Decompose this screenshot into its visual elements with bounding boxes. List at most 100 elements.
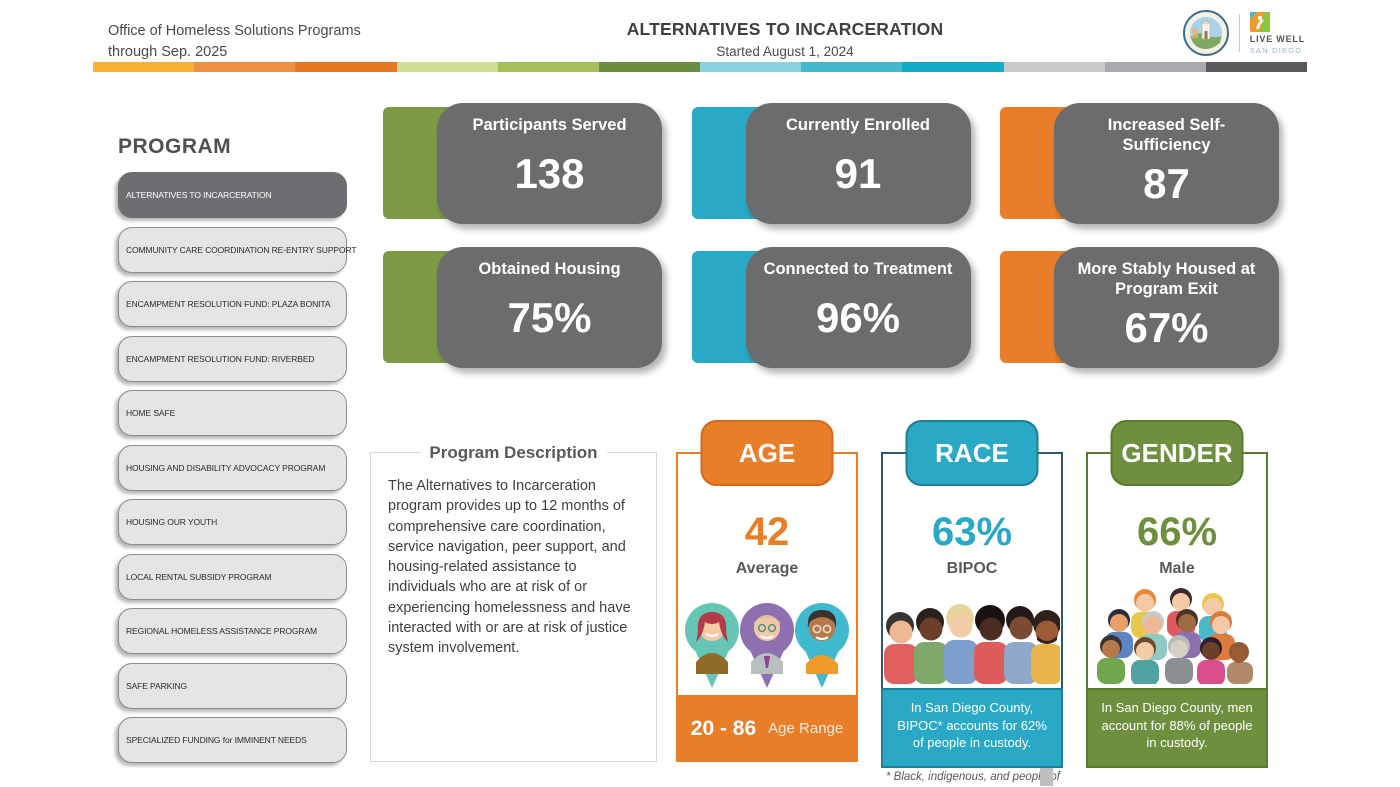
sidebar-item-housing-our-youth[interactable]: HOUSING OUR YOUTH	[118, 499, 347, 545]
age-illustration	[685, 603, 849, 688]
logo-divider	[1238, 14, 1240, 52]
sidebar-item-home-safe[interactable]: HOME SAFE	[118, 390, 347, 436]
stripe-segment	[700, 62, 802, 72]
stat-label: Connected to Treatment	[763, 260, 953, 278]
stripe-segment	[902, 62, 1004, 72]
gender-footer-text: In San Diego County, men account for 88%…	[1101, 700, 1253, 751]
program-heading: PROGRAM	[118, 135, 232, 158]
sidebar-item-label: SAFE PARKING	[126, 680, 187, 691]
stat-label: Obtained Housing	[478, 260, 621, 278]
age-range-label: Age Range	[768, 720, 844, 737]
report-scope-line1: Office of Homeless Solutions Programs	[108, 23, 361, 39]
stripe-segment	[497, 62, 599, 72]
stat-card-body: Obtained Housing 75%	[437, 247, 662, 368]
stat-label: Participants Served	[472, 116, 627, 134]
race-panel: RACE 63% BIPOC In San Diego County, BIPO…	[881, 420, 1063, 768]
race-footer: In San Diego County, BIPOC* accounts for…	[881, 688, 1063, 768]
bipoc-footnote: * Black, indigenous, and people of	[886, 771, 1060, 783]
sidebar-item-label: SPECIALIZED FUNDING for IMMINENT NEEDS	[126, 735, 307, 745]
stat-value: 96%	[815, 293, 901, 341]
sidebar-item-label: HOUSING AND DISABILITY ADVOCACY PROGRAM	[126, 462, 326, 473]
stats-grid: Participants Served 138 Currently Enrolled…	[383, 103, 1283, 373]
race-bipoc-value: 63%	[931, 510, 1013, 554]
sidebar-item-encampment-resolution-fund-riverbed[interactable]: ENCAMPMENT RESOLUTION FUND: RIVERBED	[118, 335, 347, 382]
page-title: ALTERNATIVES TO INCARCERATION	[626, 19, 944, 39]
age-average-value: 42	[744, 510, 790, 554]
sidebar-item-alternatives-to-incarceration[interactable]: ALTERNATIVES TO INCARCERATION	[118, 172, 347, 218]
live-well-subtext: SAN DIEGO	[1249, 45, 1303, 55]
stat-card: Connected to Treatment 96%	[691, 247, 971, 368]
race-content: 63% BIPOC	[883, 454, 1063, 689]
sidebar-item-label: ENCAMPMENT RESOLUTION FUND: RIVERBED	[126, 353, 315, 364]
race-bipoc-label: BIPOC	[946, 560, 998, 577]
report-scope-line2: through Sep. 2025	[108, 44, 228, 61]
gender-male-value: 66%	[1136, 510, 1218, 554]
sidebar-item-label: ENCAMPMENT RESOLUTION FUND: PLAZA BONITA	[126, 299, 331, 309]
sidebar-item-label: HOUSING OUR YOUTH	[126, 517, 218, 527]
page-subtitle: Started August 1, 2024	[716, 44, 854, 59]
gender-male-label: Male	[1159, 560, 1195, 577]
sidebar-item-local-rental-subsidy-program[interactable]: LOCAL RENTAL SUBSIDY PROGRAM	[118, 553, 347, 600]
stripe-segment	[1205, 62, 1308, 72]
stat-value: 67%	[1124, 303, 1209, 351]
gender-content: 66% Male	[1088, 454, 1266, 689]
logo-block: LIVE WELL SAN DIEGO	[1182, 10, 1305, 56]
sidebar-item-regional-homeless-assistance-program[interactable]: REGIONAL HOMELESS ASSISTANCE PROGRAM	[118, 608, 347, 654]
sidebar-item-encampment-resolution-fund-plaza-bonita[interactable]: ENCAMPMENT RESOLUTION FUND: PLAZA BONITA	[118, 281, 347, 327]
program-description-text: The Alternatives to Incarceration progra…	[388, 478, 631, 657]
age-range-value: 20 - 86	[690, 716, 757, 740]
age-range-footer: 20 - 86 Age Range	[676, 695, 858, 762]
gender-panel: GENDER 66% Male In San Diego County, men…	[1086, 420, 1268, 768]
stripe-segment	[1003, 62, 1105, 72]
age-average-label: Average	[735, 560, 799, 577]
stat-value: 91	[834, 149, 882, 197]
stat-card-body: Currently Enrolled 91	[745, 103, 971, 224]
stripe-segment	[194, 62, 296, 72]
program-list: ALTERNATIVES TO INCARCERATION COMMUNITY C…	[118, 172, 357, 763]
stat-value: 75%	[507, 293, 592, 341]
age-content: 42 Average	[678, 454, 856, 699]
race-illustration	[884, 604, 1063, 684]
stripe-segment	[1104, 62, 1206, 72]
stat-value: 87	[1143, 159, 1190, 207]
sidebar-item-label: LOCAL RENTAL SUBSIDY PROGRAM	[126, 571, 272, 582]
age-panel-header: AGE	[700, 420, 834, 486]
sidebar-item-specialized-funding-for-imminent-needs[interactable]: SPECIALIZED FUNDING for IMMINENT NEEDS	[118, 717, 347, 763]
stat-card: More Stably Housed at Program Exit 67%	[1000, 247, 1279, 368]
live-well-icon	[1249, 11, 1270, 32]
stat-label: More Stably Housed at Program Exit	[1077, 260, 1256, 298]
county-of-san-diego-seal-icon	[1182, 10, 1229, 56]
footnote-scrollbar[interactable]	[1040, 768, 1053, 786]
stripe-segment	[801, 62, 903, 72]
page-title-block: ALTERNATIVES TO INCARCERATION Started Au…	[580, 19, 990, 59]
sidebar-item-label: HOME SAFE	[126, 408, 176, 418]
stat-value: 138	[514, 149, 585, 197]
program-sidebar: PROGRAM ALTERNATIVES TO INCARCERATION COM…	[118, 135, 357, 772]
sidebar-item-safe-parking[interactable]: SAFE PARKING	[118, 662, 347, 709]
color-stripe	[93, 62, 1308, 72]
stat-card: Currently Enrolled 91	[691, 103, 971, 224]
live-well-logo: LIVE WELL SAN DIEGO	[1249, 11, 1305, 55]
stat-card-body: Participants Served 138	[437, 103, 662, 224]
program-description-title: Program Description	[420, 443, 607, 463]
report-scope: Office of Homeless Solutions Programs th…	[108, 21, 361, 63]
stat-label: Currently Enrolled	[786, 116, 930, 134]
stat-card-body: Increased Self-Sufficiency 87	[1054, 103, 1279, 224]
sidebar-item-label: REGIONAL HOMELESS ASSISTANCE PROGRAM	[126, 626, 317, 636]
stripe-segment	[93, 62, 195, 72]
live-well-text: LIVE WELL	[1249, 33, 1305, 44]
program-description-box: Program Description The Alternatives to …	[370, 443, 657, 762]
sidebar-item-label: COMMUNITY CARE COORDINATION RE-ENTRY SUP…	[126, 244, 357, 255]
stat-card: Obtained Housing 75%	[383, 247, 662, 368]
stripe-segment	[295, 62, 397, 72]
stat-card-body: Connected to Treatment 96%	[745, 247, 971, 368]
sidebar-item-housing-and-disability-advocacy-program[interactable]: HOUSING AND DISABILITY ADVOCACY PROGRAM	[118, 444, 347, 491]
age-panel: AGE 42 Average	[676, 420, 858, 762]
race-panel-header: RACE	[905, 420, 1039, 486]
stat-card: Participants Served 138	[383, 103, 662, 224]
race-footer-text: In San Diego County, BIPOC* accounts for…	[897, 700, 1047, 751]
gender-illustration	[1097, 588, 1253, 686]
gender-footer: In San Diego County, men account for 88%…	[1086, 688, 1268, 768]
sidebar-item-community-care-coordination-re-entry-support[interactable]: COMMUNITY CARE COORDINATION RE-ENTRY SUP…	[118, 226, 357, 273]
